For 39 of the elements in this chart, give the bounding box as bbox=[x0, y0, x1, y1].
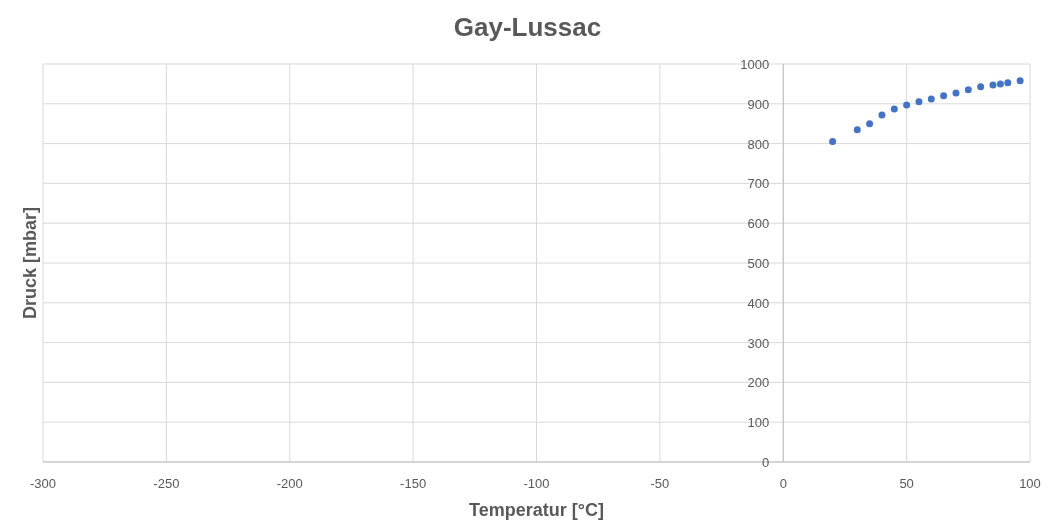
y-axis-title: Druck [mbar] bbox=[20, 206, 40, 320]
point bbox=[1004, 79, 1012, 87]
x-tick-label: -300 bbox=[29, 476, 57, 491]
point bbox=[903, 101, 911, 109]
point bbox=[878, 111, 886, 119]
x-tick-label: -200 bbox=[276, 476, 303, 491]
point bbox=[829, 138, 837, 146]
y-tick-label: 600 bbox=[747, 216, 770, 232]
x-tick-label: 0 bbox=[779, 476, 787, 491]
y-tick-label: 1000 bbox=[740, 57, 770, 72]
point bbox=[952, 89, 960, 97]
y-tick-label: 200 bbox=[747, 375, 770, 391]
x-tick-label: -50 bbox=[650, 476, 670, 491]
y-tick-label: 900 bbox=[747, 96, 770, 112]
y-tick-label: 400 bbox=[747, 295, 770, 311]
point bbox=[964, 86, 972, 94]
point bbox=[1016, 77, 1024, 85]
x-tick-label: 50 bbox=[899, 476, 914, 491]
y-tick-label: 500 bbox=[747, 256, 770, 271]
x-tick-label: -250 bbox=[153, 476, 180, 491]
y-tick-label: 100 bbox=[747, 415, 770, 431]
point bbox=[977, 83, 985, 91]
x-tick-label: 100 bbox=[1019, 476, 1041, 491]
point bbox=[915, 98, 923, 106]
point bbox=[927, 95, 935, 103]
y-tick-label: 300 bbox=[747, 335, 770, 351]
point bbox=[996, 80, 1004, 88]
y-tick-label: 800 bbox=[747, 136, 770, 152]
x-tick-label: -100 bbox=[523, 476, 550, 491]
chart-title: Gay-Lussac bbox=[453, 12, 602, 42]
y-tick-label: 0 bbox=[762, 455, 770, 470]
x-tick-label: -150 bbox=[400, 476, 427, 491]
point bbox=[866, 120, 874, 128]
point bbox=[989, 81, 997, 89]
y-tick-label: 700 bbox=[747, 176, 770, 192]
point bbox=[890, 105, 898, 113]
point bbox=[940, 92, 948, 100]
x-axis-title: Temperatur [°C] bbox=[469, 500, 604, 520]
point bbox=[853, 126, 861, 134]
